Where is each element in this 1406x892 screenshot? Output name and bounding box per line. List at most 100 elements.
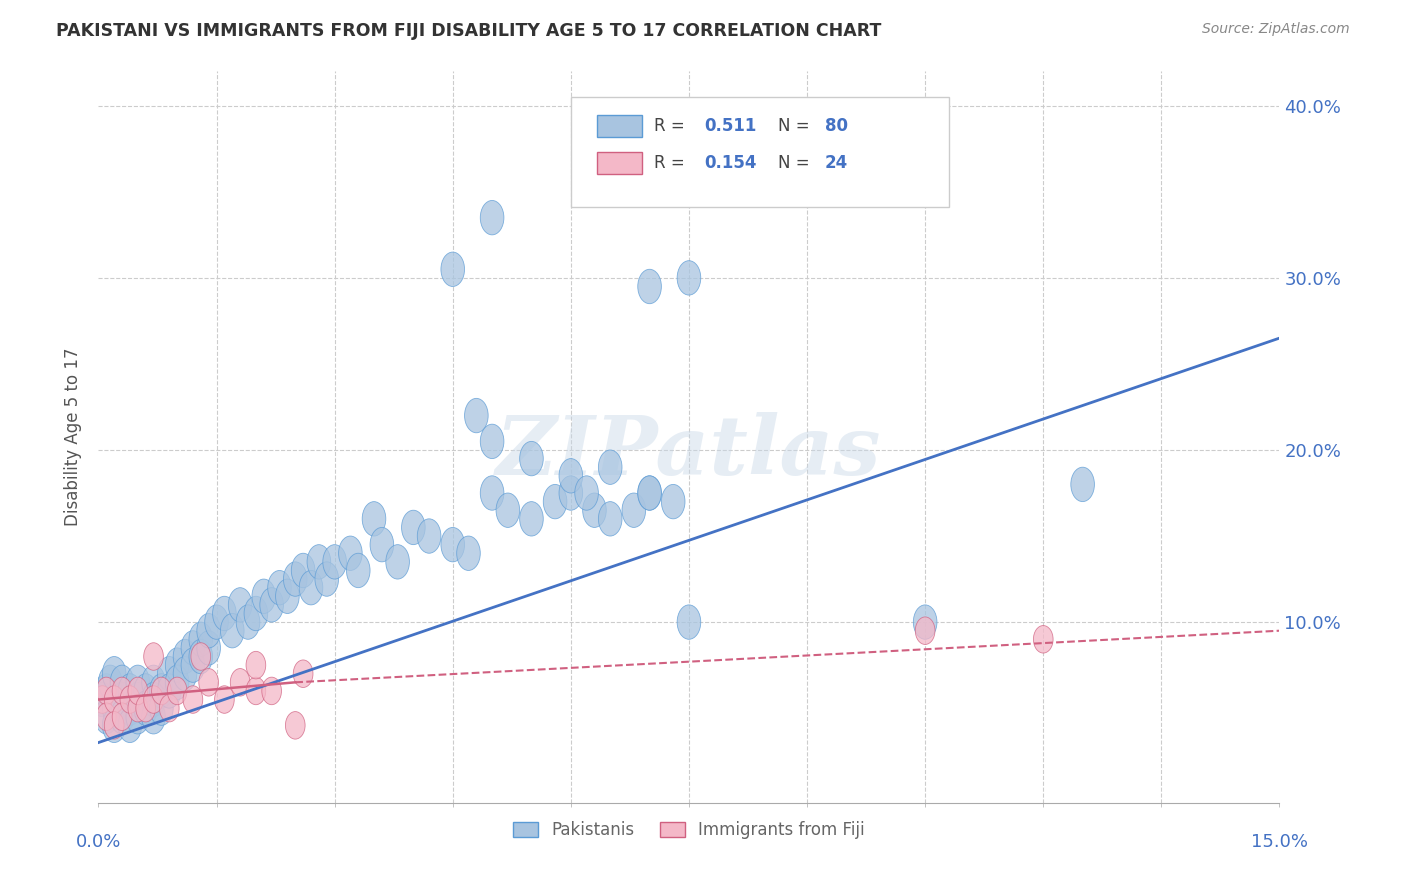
Ellipse shape xyxy=(385,545,409,579)
Ellipse shape xyxy=(142,665,166,699)
Ellipse shape xyxy=(188,640,212,673)
Ellipse shape xyxy=(173,657,197,691)
Ellipse shape xyxy=(638,269,661,303)
Ellipse shape xyxy=(142,699,166,734)
Ellipse shape xyxy=(914,605,936,640)
Ellipse shape xyxy=(183,686,202,714)
Ellipse shape xyxy=(678,605,700,640)
Ellipse shape xyxy=(104,712,124,739)
Ellipse shape xyxy=(661,484,685,519)
Ellipse shape xyxy=(267,571,291,605)
Ellipse shape xyxy=(128,694,148,722)
Ellipse shape xyxy=(103,657,127,691)
Ellipse shape xyxy=(678,260,700,295)
Ellipse shape xyxy=(94,699,118,734)
FancyBboxPatch shape xyxy=(596,152,641,174)
Ellipse shape xyxy=(134,691,157,725)
Ellipse shape xyxy=(638,475,661,510)
Ellipse shape xyxy=(402,510,425,545)
Ellipse shape xyxy=(315,562,339,596)
Ellipse shape xyxy=(560,458,582,493)
Ellipse shape xyxy=(496,493,520,527)
Ellipse shape xyxy=(134,673,157,708)
Ellipse shape xyxy=(136,694,156,722)
Ellipse shape xyxy=(94,673,118,708)
Text: ZIPatlas: ZIPatlas xyxy=(496,412,882,491)
Ellipse shape xyxy=(231,669,250,696)
Ellipse shape xyxy=(181,648,205,682)
Ellipse shape xyxy=(464,399,488,433)
Ellipse shape xyxy=(90,682,114,717)
Text: 0.0%: 0.0% xyxy=(76,833,121,851)
Ellipse shape xyxy=(157,673,181,708)
Ellipse shape xyxy=(166,665,188,699)
Ellipse shape xyxy=(103,691,127,725)
Ellipse shape xyxy=(198,669,218,696)
Ellipse shape xyxy=(276,579,299,614)
Ellipse shape xyxy=(560,475,582,510)
Ellipse shape xyxy=(543,484,567,519)
Ellipse shape xyxy=(481,425,503,458)
Text: Source: ZipAtlas.com: Source: ZipAtlas.com xyxy=(1202,22,1350,37)
Text: 0.154: 0.154 xyxy=(704,153,756,172)
Ellipse shape xyxy=(128,677,148,705)
Text: PAKISTANI VS IMMIGRANTS FROM FIJI DISABILITY AGE 5 TO 17 CORRELATION CHART: PAKISTANI VS IMMIGRANTS FROM FIJI DISABI… xyxy=(56,22,882,40)
Ellipse shape xyxy=(346,553,370,588)
Legend: Pakistanis, Immigrants from Fiji: Pakistanis, Immigrants from Fiji xyxy=(506,814,872,846)
Ellipse shape xyxy=(149,673,173,708)
Ellipse shape xyxy=(520,442,543,475)
Ellipse shape xyxy=(294,660,314,688)
Ellipse shape xyxy=(197,614,221,648)
Ellipse shape xyxy=(418,519,441,553)
Ellipse shape xyxy=(103,708,127,742)
Ellipse shape xyxy=(143,643,163,670)
Ellipse shape xyxy=(97,677,117,705)
FancyBboxPatch shape xyxy=(571,97,949,207)
Ellipse shape xyxy=(246,651,266,679)
Ellipse shape xyxy=(149,691,173,725)
Ellipse shape xyxy=(173,640,197,673)
Ellipse shape xyxy=(110,665,134,699)
Ellipse shape xyxy=(245,596,267,631)
Ellipse shape xyxy=(246,677,266,705)
Ellipse shape xyxy=(599,501,621,536)
Ellipse shape xyxy=(441,252,464,286)
Ellipse shape xyxy=(481,475,503,510)
Text: N =: N = xyxy=(778,153,814,172)
Ellipse shape xyxy=(181,631,205,665)
Text: R =: R = xyxy=(654,117,695,136)
Ellipse shape xyxy=(98,665,122,699)
Ellipse shape xyxy=(93,686,112,714)
Ellipse shape xyxy=(221,614,245,648)
Ellipse shape xyxy=(188,622,212,657)
Ellipse shape xyxy=(441,527,464,562)
Ellipse shape xyxy=(205,605,228,640)
Ellipse shape xyxy=(1071,467,1094,501)
Ellipse shape xyxy=(457,536,481,571)
Ellipse shape xyxy=(112,677,132,705)
Ellipse shape xyxy=(285,712,305,739)
Ellipse shape xyxy=(323,545,346,579)
Ellipse shape xyxy=(118,691,142,725)
Ellipse shape xyxy=(621,493,645,527)
Ellipse shape xyxy=(157,657,181,691)
FancyBboxPatch shape xyxy=(596,115,641,137)
Ellipse shape xyxy=(481,201,503,235)
Ellipse shape xyxy=(197,631,221,665)
Ellipse shape xyxy=(582,493,606,527)
Ellipse shape xyxy=(575,475,599,510)
Ellipse shape xyxy=(167,677,187,705)
Ellipse shape xyxy=(143,686,163,714)
Ellipse shape xyxy=(915,617,935,644)
Ellipse shape xyxy=(520,501,543,536)
Ellipse shape xyxy=(110,682,134,717)
Ellipse shape xyxy=(599,450,621,484)
Ellipse shape xyxy=(260,588,284,622)
Ellipse shape xyxy=(1033,625,1053,653)
Ellipse shape xyxy=(142,682,166,717)
Ellipse shape xyxy=(370,527,394,562)
Ellipse shape xyxy=(284,562,307,596)
Ellipse shape xyxy=(118,673,142,708)
Ellipse shape xyxy=(339,536,363,571)
Ellipse shape xyxy=(127,682,149,717)
